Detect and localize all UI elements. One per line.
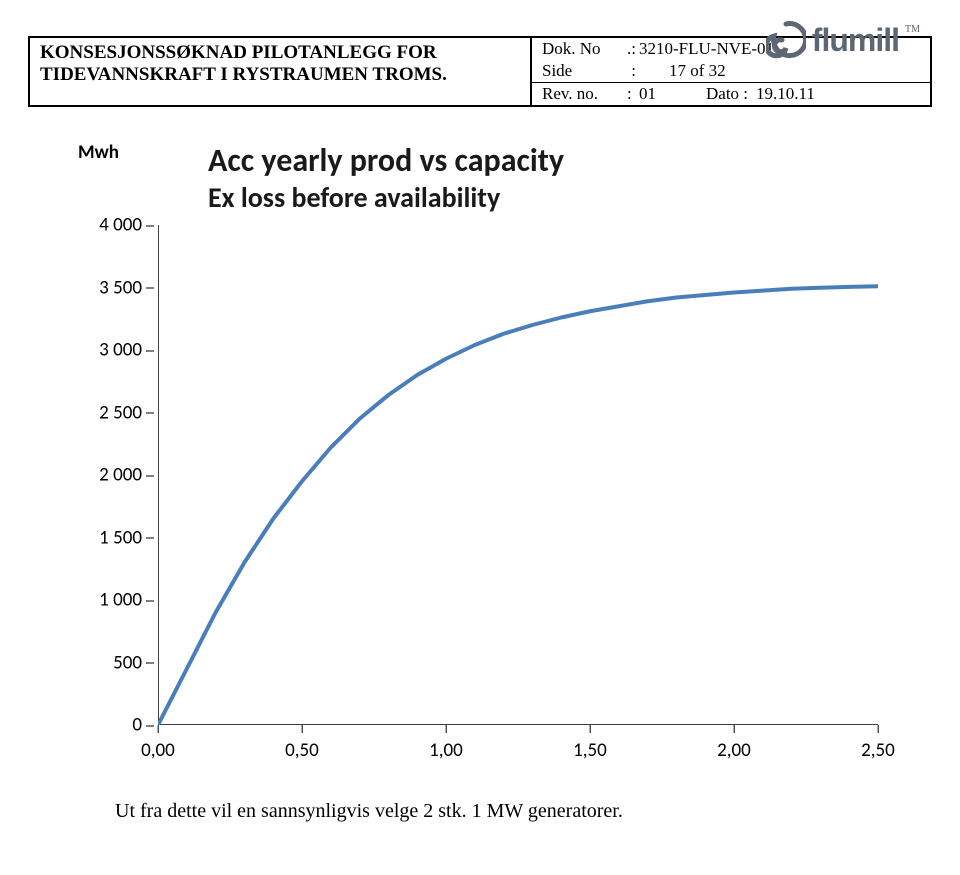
rev-label: Rev. no. — [542, 84, 627, 104]
y-tick-label: 1 000 — [52, 589, 142, 612]
footer-caption: Ut fra dette vil en sannsynligvis velge … — [115, 800, 623, 823]
chart-titles: Acc yearly prod vs capacity Ex loss befo… — [208, 141, 564, 215]
plot-area — [158, 225, 878, 725]
x-tick-label: 0,50 — [285, 739, 319, 762]
y-tick-label: 3 500 — [52, 276, 142, 299]
chart-title: Acc yearly prod vs capacity — [208, 141, 564, 180]
data-line — [158, 225, 878, 725]
side-label: Side — [542, 61, 627, 81]
side-row: Side : 17 of 32 — [532, 60, 930, 83]
rev-value: 01 — [639, 84, 656, 104]
doc-title-cell: KONSESJONSSØKNAD PILOTANLEGG FOR TIDEVAN… — [28, 38, 532, 105]
y-tick-label: 2 500 — [52, 401, 142, 424]
chart: Mwh Acc yearly prod vs capacity Ex loss … — [48, 135, 912, 775]
y-tick-label: 1 500 — [52, 526, 142, 549]
dato-label: Dato : — [706, 84, 748, 104]
x-tick-label: 2,50 — [861, 739, 895, 762]
y-tick-label: 4 000 — [52, 214, 142, 237]
dato-value: 19.10.11 — [756, 84, 815, 104]
spiral-icon — [766, 20, 806, 60]
logo: flumill TM — [766, 20, 920, 60]
x-tick-label: 1,50 — [573, 739, 607, 762]
x-tick-label: 0,00 — [141, 739, 175, 762]
rev-row: Rev. no. : 01 Dato : 19.10.11 — [532, 83, 930, 105]
x-tick-label: 2,00 — [717, 739, 751, 762]
y-tick-label: 2 000 — [52, 464, 142, 487]
side-value: 17 of 32 — [639, 61, 920, 81]
dok-no-label: Dok. No — [542, 39, 627, 59]
x-axis: 0,000,501,001,502,002,50 — [158, 725, 878, 765]
y-tick-label: 0 — [52, 714, 142, 737]
page-header: flumill TM — [0, 0, 960, 32]
chart-subtitle: Ex loss before availability — [208, 180, 564, 215]
logo-text: flumill — [812, 22, 899, 59]
y-tick-label: 3 000 — [52, 339, 142, 362]
doc-title-line1: KONSESJONSSØKNAD PILOTANLEGG FOR — [40, 42, 520, 64]
logo-tm: TM — [905, 24, 920, 35]
y-axis-label: Mwh — [78, 141, 119, 164]
doc-title-line2: TIDEVANNSKRAFT I RYSTRAUMEN TROMS. — [40, 64, 520, 86]
y-axis: 05001 0001 5002 0002 5003 0003 5004 000 — [48, 225, 158, 725]
y-tick-label: 500 — [52, 651, 142, 674]
x-tick-label: 1,00 — [429, 739, 463, 762]
